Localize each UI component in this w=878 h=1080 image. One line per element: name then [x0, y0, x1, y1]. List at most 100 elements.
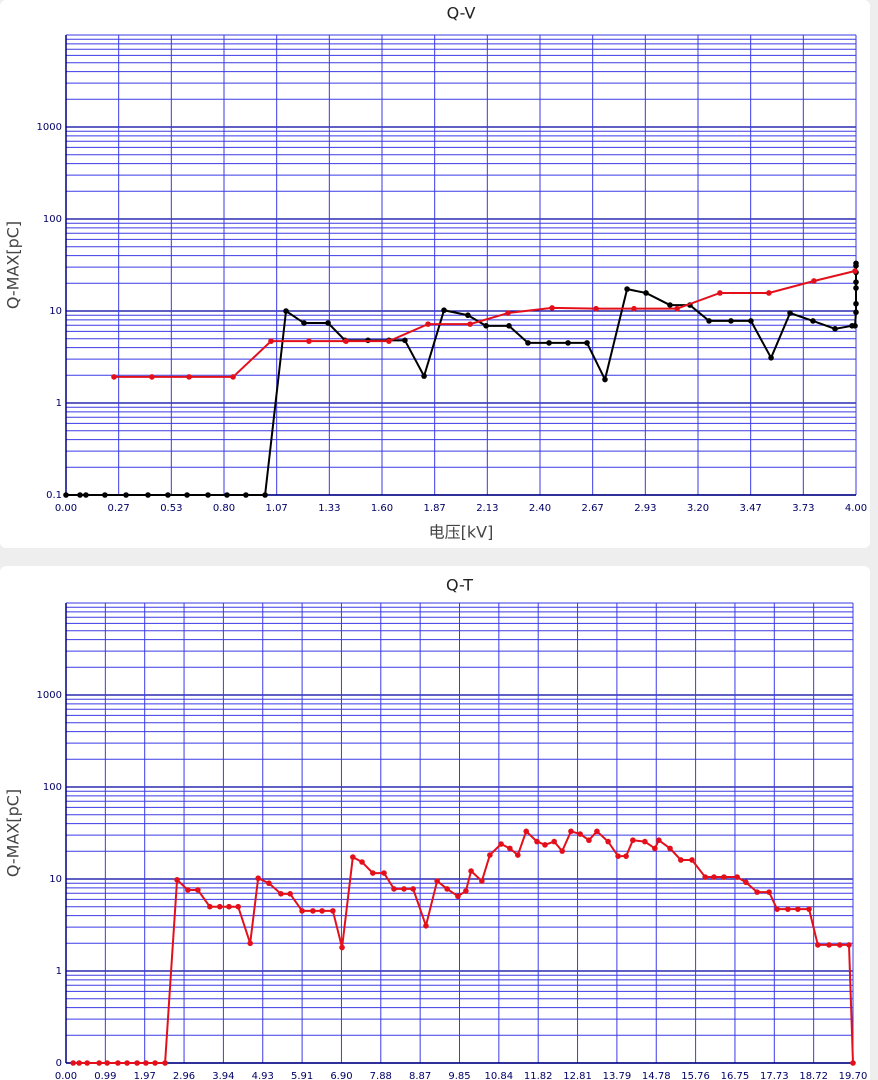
point: [631, 305, 637, 312]
point: [766, 290, 772, 296]
point: [195, 887, 201, 893]
x-tick-label: 11.82: [524, 1071, 553, 1080]
point: [76, 1060, 82, 1066]
y-tick-label: 100: [43, 782, 62, 793]
point: [306, 338, 312, 344]
x-tick-label: 0.27: [108, 503, 130, 514]
point: [624, 286, 630, 292]
point: [186, 374, 192, 380]
point: [465, 312, 471, 319]
point: [852, 268, 858, 274]
point: [837, 942, 843, 948]
point: [734, 874, 740, 880]
x-tick-label: 0.00: [55, 503, 77, 514]
point: [63, 492, 69, 498]
chart-title: Q-T: [446, 576, 473, 595]
point: [549, 305, 555, 311]
point: [754, 889, 760, 895]
point: [806, 906, 812, 912]
x-tick-label: 7.88: [370, 1071, 392, 1080]
x-axis-label: 电压[kV]: [429, 523, 494, 542]
x-tick-label: 0.53: [160, 503, 182, 514]
point: [593, 305, 599, 312]
card: [0, 566, 870, 1080]
point: [149, 374, 155, 380]
point: [134, 1060, 140, 1066]
point: [623, 853, 629, 859]
x-tick-label: 4.00: [845, 503, 867, 514]
point: [815, 942, 821, 948]
point: [853, 300, 859, 307]
point: [77, 492, 83, 498]
point: [615, 853, 621, 859]
x-tick-label: 1.97: [134, 1071, 156, 1080]
x-tick-label: 15.76: [681, 1071, 710, 1080]
x-tick-label: 6.90: [330, 1071, 352, 1080]
x-tick-label: 2.13: [476, 503, 498, 514]
y-tick-label: 1000: [37, 122, 62, 133]
point: [743, 879, 749, 886]
point: [115, 1060, 121, 1066]
x-tick-label: 1.33: [318, 503, 340, 514]
point: [339, 944, 345, 951]
point: [483, 323, 489, 329]
point: [853, 309, 859, 316]
point: [498, 841, 504, 847]
y-tick-label: 100: [43, 214, 62, 225]
point: [441, 307, 447, 314]
point: [643, 290, 649, 296]
x-tick-label: 3.73: [792, 503, 814, 514]
point: [235, 903, 241, 910]
point: [674, 305, 680, 312]
point: [525, 340, 531, 346]
point: [111, 374, 117, 380]
point: [728, 318, 734, 324]
point: [811, 278, 817, 284]
point: [702, 874, 708, 880]
point: [184, 492, 190, 498]
point: [846, 942, 852, 948]
point: [594, 828, 600, 835]
point: [826, 942, 832, 948]
x-tick-label: 4.93: [252, 1071, 274, 1080]
point: [268, 338, 274, 344]
point: [145, 492, 151, 498]
y-tick-label: 10: [49, 874, 62, 885]
point: [165, 492, 171, 498]
point: [299, 908, 305, 914]
point: [711, 874, 717, 880]
point: [652, 845, 658, 852]
y-tick-label: 0.1: [46, 490, 62, 501]
point: [217, 903, 223, 910]
point: [423, 922, 429, 929]
point: [542, 842, 548, 848]
point: [266, 880, 272, 887]
x-tick-label: 5.91: [291, 1071, 313, 1080]
point: [124, 1060, 130, 1066]
point: [667, 845, 673, 852]
point: [185, 887, 191, 893]
x-tick-label: 3.47: [740, 503, 762, 514]
point: [602, 376, 608, 383]
x-tick-label: 0.80: [213, 503, 235, 514]
x-tick-label: 1.87: [424, 503, 446, 514]
point: [391, 886, 397, 892]
point: [586, 837, 592, 844]
point: [559, 848, 565, 854]
point: [444, 886, 450, 892]
x-tick-label: 0.00: [55, 1071, 77, 1080]
point: [278, 891, 284, 897]
point: [810, 318, 816, 324]
point: [505, 310, 511, 316]
x-tick-label: 0.99: [94, 1071, 116, 1080]
point: [642, 838, 648, 845]
x-tick-label: 18.72: [799, 1071, 828, 1080]
point: [162, 1060, 168, 1066]
point: [243, 492, 249, 498]
point: [787, 310, 793, 316]
point: [577, 831, 583, 837]
point: [359, 859, 365, 865]
x-tick-label: 17.73: [760, 1071, 789, 1080]
point: [468, 868, 474, 874]
